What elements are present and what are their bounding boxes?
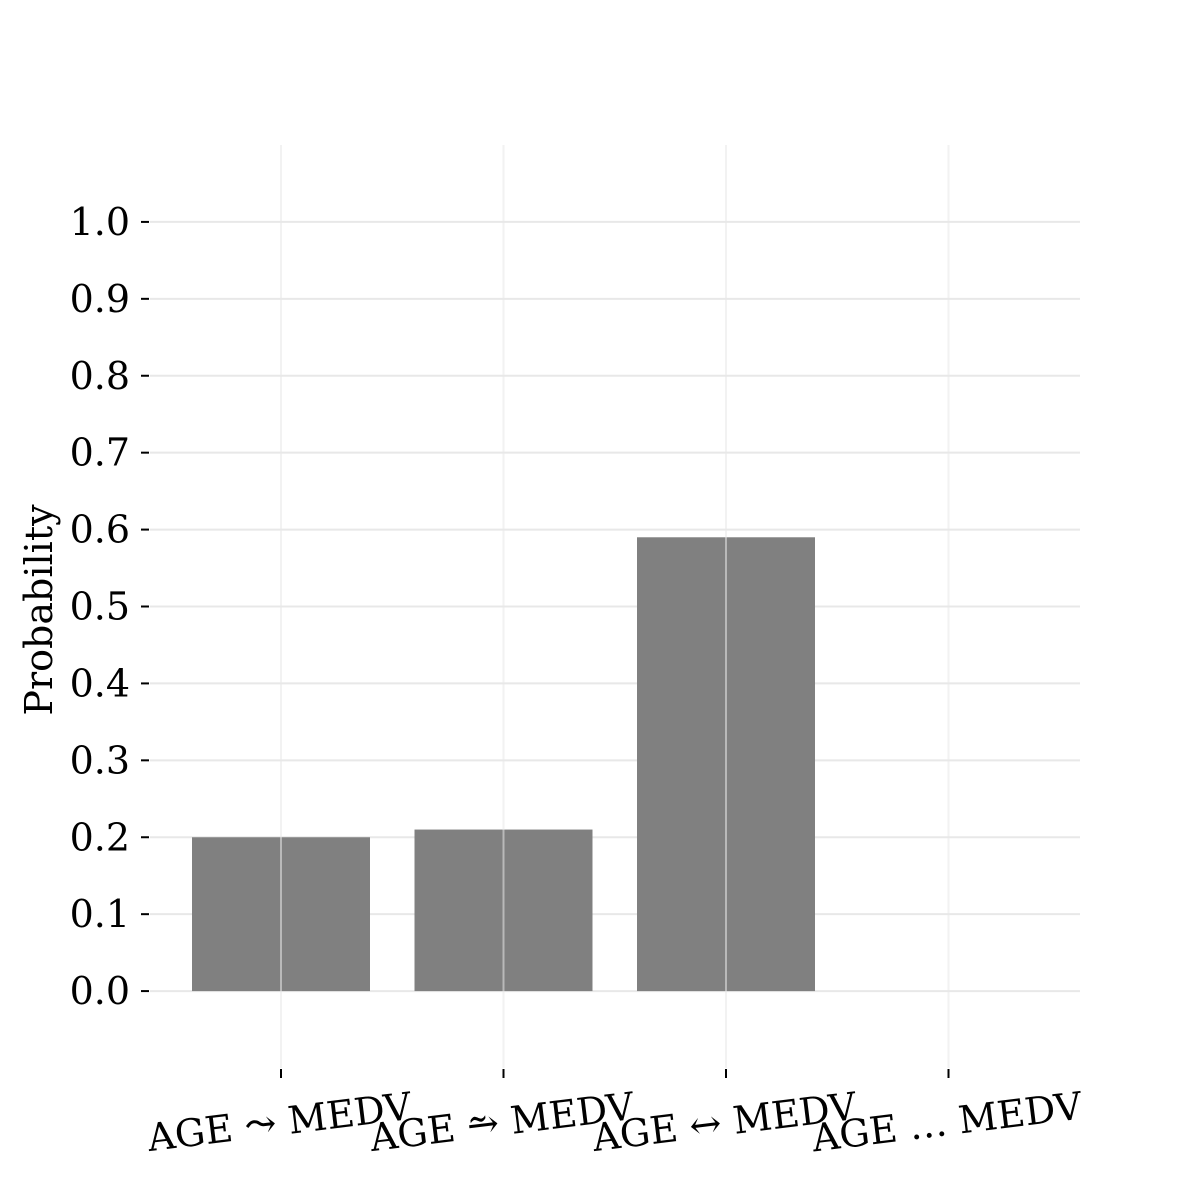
- vertical-grid: [280, 145, 950, 1068]
- y-tick-label: 0.3: [70, 738, 130, 782]
- y-tick-label: 0.6: [70, 508, 130, 552]
- y-tick-label: 0.2: [70, 815, 130, 859]
- y-tick-label: 0.4: [70, 661, 130, 705]
- y-tick-label: 0.8: [70, 354, 130, 398]
- y-tick-label: 1.0: [70, 200, 130, 244]
- y-tick-label: 0.7: [70, 431, 130, 475]
- y-axis-title: Probability: [17, 504, 61, 716]
- y-tick-label: 0.9: [70, 277, 130, 321]
- y-tick-label: 0.0: [70, 969, 130, 1013]
- y-tick-label: 0.5: [70, 585, 130, 629]
- y-tick-label: 0.1: [70, 892, 130, 936]
- y-axis-ticks: 0.0 0.1 0.2 0.3 0.4 0.5 0.6 0.7 0.8 0.9 1.0: [70, 200, 149, 1013]
